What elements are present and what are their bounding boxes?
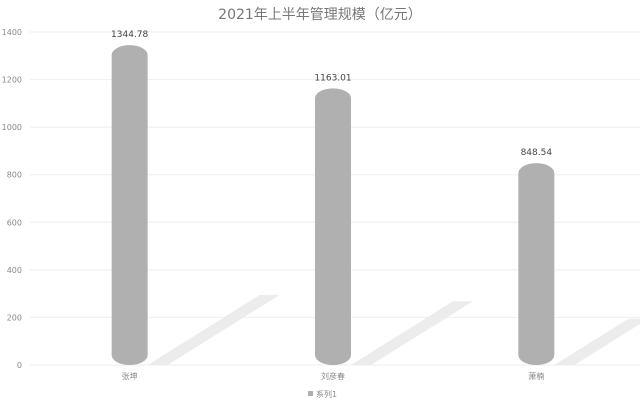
x-tick-label: 张坤 — [122, 371, 138, 381]
legend-label: 系列1 — [316, 389, 337, 399]
data-label: 848.54 — [521, 148, 553, 158]
y-tick-label: 1000 — [2, 123, 22, 132]
y-tick-label: 1200 — [2, 76, 22, 85]
y-tick-label: 400 — [7, 266, 22, 275]
chart-title: 2021年上半年管理规模（亿元） — [218, 7, 422, 23]
bar-shadow — [554, 318, 640, 365]
bar — [315, 88, 351, 366]
y-tick-label: 600 — [7, 218, 22, 227]
x-tick-label: 萧楠 — [528, 371, 544, 381]
data-label: 1163.01 — [314, 73, 351, 83]
bar — [518, 163, 555, 365]
legend-swatch — [308, 391, 313, 396]
y-tick-label: 0 — [17, 361, 22, 370]
bar — [111, 45, 148, 366]
data-label: 1344.78 — [111, 30, 148, 40]
x-tick-label: 刘彦春 — [321, 371, 345, 381]
y-tick-label: 1400 — [2, 28, 22, 37]
y-tick-label: 200 — [7, 313, 22, 322]
bar-shadow — [147, 295, 280, 365]
y-tick-label: 800 — [7, 171, 22, 180]
bar-shadow — [351, 301, 473, 365]
